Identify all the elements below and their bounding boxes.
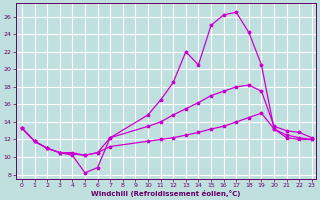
X-axis label: Windchill (Refroidissement éolien,°C): Windchill (Refroidissement éolien,°C) [91, 190, 240, 197]
